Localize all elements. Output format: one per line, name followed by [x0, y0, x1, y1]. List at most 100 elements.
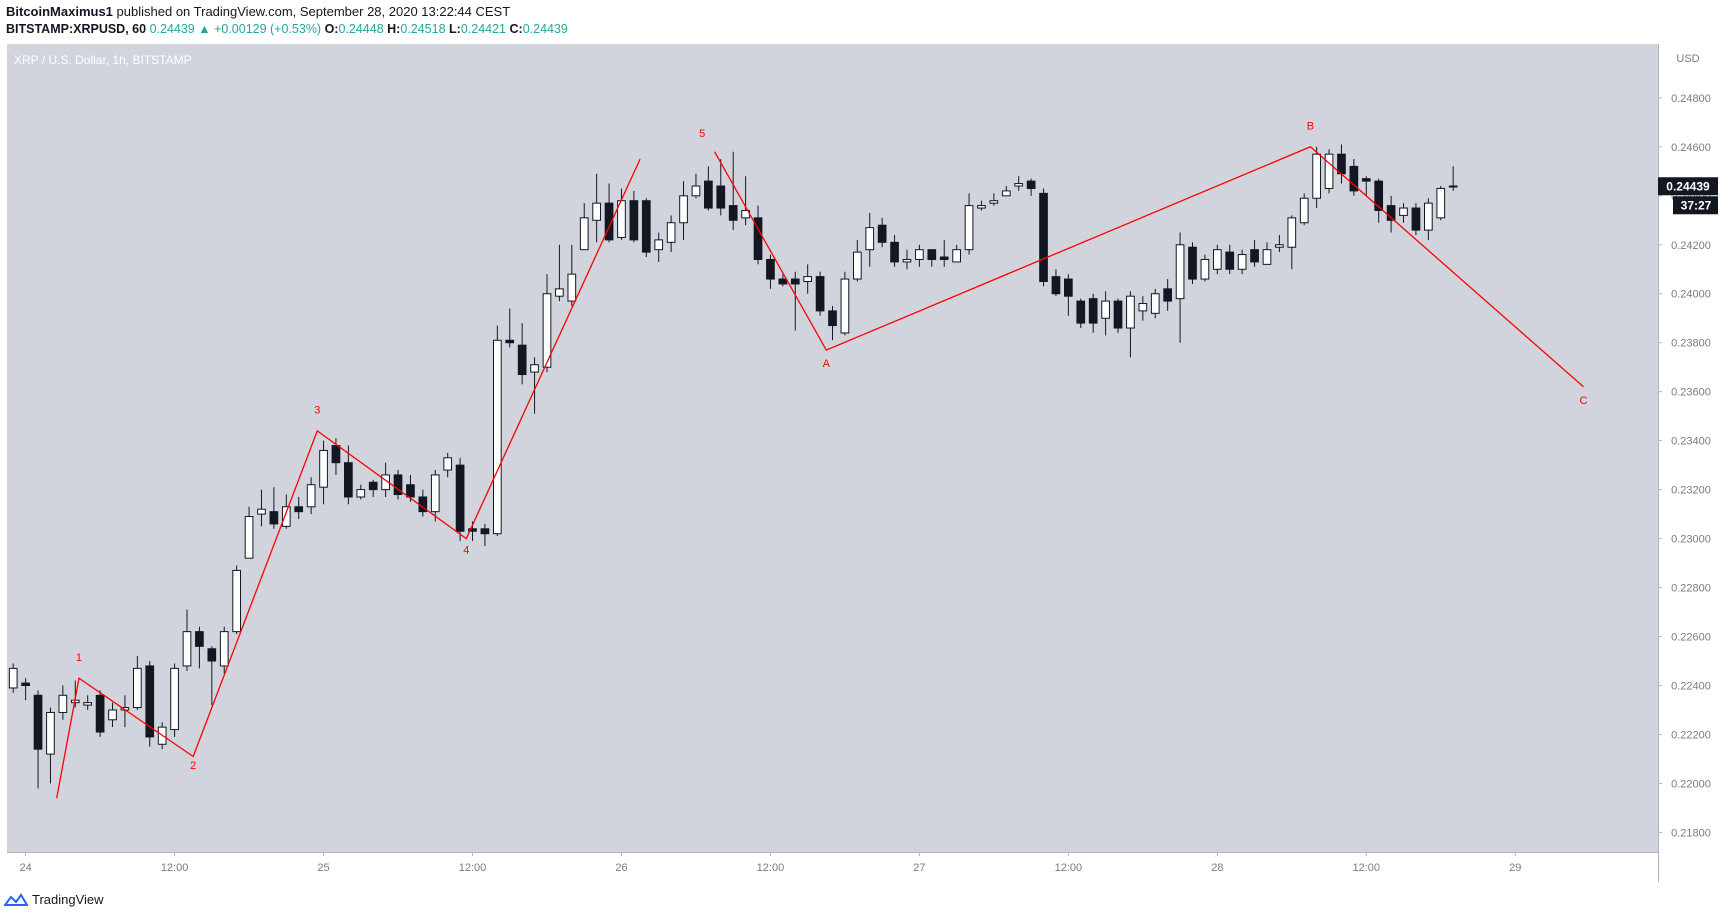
- candle-46[interactable]: [579, 203, 589, 251]
- candle-61[interactable]: [766, 254, 775, 289]
- plot-area[interactable]: [7, 44, 1658, 852]
- candle-106[interactable]: [1324, 149, 1334, 194]
- candle-66[interactable]: [828, 305, 837, 341]
- candle-75[interactable]: [939, 239, 949, 267]
- candle-90[interactable]: [1126, 291, 1135, 358]
- candle-116[interactable]: [1448, 166, 1458, 191]
- tradingview-logo[interactable]: TradingView: [4, 892, 104, 907]
- candle-19[interactable]: [244, 506, 254, 559]
- candle-92[interactable]: [1150, 288, 1160, 319]
- candle-27[interactable]: [344, 445, 353, 505]
- candle-110[interactable]: [1374, 178, 1384, 223]
- candle-31[interactable]: [393, 470, 403, 500]
- candle-99[interactable]: [1237, 249, 1247, 275]
- candle-78[interactable]: [977, 200, 986, 211]
- candle-102[interactable]: [1275, 234, 1284, 253]
- candle-58[interactable]: [728, 151, 738, 231]
- candle-53[interactable]: [666, 215, 676, 253]
- candle-38[interactable]: [480, 523, 490, 546]
- candle-39[interactable]: [492, 325, 502, 537]
- candle-45[interactable]: [567, 244, 577, 306]
- candle-43[interactable]: [542, 274, 552, 373]
- candle-71[interactable]: [890, 234, 899, 267]
- candle-111[interactable]: [1386, 195, 1396, 233]
- candle-23[interactable]: [294, 496, 304, 520]
- candle-11[interactable]: [145, 661, 155, 747]
- author-name[interactable]: BitcoinMaximus1: [6, 4, 113, 19]
- candle-113[interactable]: [1411, 203, 1421, 235]
- candle-42[interactable]: [530, 357, 539, 414]
- candle-47[interactable]: [592, 173, 601, 243]
- candle-100[interactable]: [1250, 239, 1259, 267]
- candle-15[interactable]: [195, 626, 204, 669]
- candle-0[interactable]: [8, 663, 18, 693]
- candle-72[interactable]: [902, 249, 912, 270]
- candle-10[interactable]: [132, 656, 142, 710]
- candle-112[interactable]: [1399, 203, 1408, 223]
- candle-35[interactable]: [443, 452, 453, 478]
- candle-73[interactable]: [915, 244, 924, 267]
- candle-32[interactable]: [406, 474, 415, 502]
- candle-50[interactable]: [629, 190, 639, 243]
- candle-83[interactable]: [1039, 188, 1048, 287]
- candle-60[interactable]: [753, 205, 763, 265]
- candle-52[interactable]: [654, 232, 664, 262]
- candle-24[interactable]: [306, 477, 316, 515]
- candle-108[interactable]: [1349, 159, 1359, 196]
- candle-96[interactable]: [1200, 254, 1210, 282]
- candle-86[interactable]: [1076, 298, 1086, 329]
- candle-115[interactable]: [1436, 186, 1446, 221]
- wave-line-0[interactable]: [56, 158, 641, 799]
- candle-14[interactable]: [182, 609, 192, 671]
- candle-84[interactable]: [1051, 269, 1061, 297]
- candle-104[interactable]: [1299, 193, 1309, 226]
- candle-36[interactable]: [455, 457, 465, 542]
- candle-105[interactable]: [1312, 146, 1321, 209]
- candle-18[interactable]: [232, 565, 241, 635]
- candle-1[interactable]: [21, 678, 30, 701]
- candle-48[interactable]: [604, 183, 614, 243]
- candle-79[interactable]: [989, 193, 999, 206]
- candle-67[interactable]: [840, 271, 850, 336]
- candle-57[interactable]: [716, 159, 726, 216]
- candle-64[interactable]: [803, 264, 813, 294]
- candle-21[interactable]: [269, 487, 279, 529]
- candle-69[interactable]: [865, 212, 875, 267]
- candle-68[interactable]: [852, 239, 862, 282]
- candle-62[interactable]: [778, 274, 788, 287]
- candle-44[interactable]: [555, 244, 564, 302]
- candle-54[interactable]: [679, 181, 688, 240]
- candle-65[interactable]: [815, 271, 825, 316]
- candle-88[interactable]: [1101, 291, 1110, 336]
- candle-29[interactable]: [368, 479, 378, 497]
- candle-51[interactable]: [641, 198, 651, 258]
- candle-70[interactable]: [877, 217, 887, 248]
- candle-8[interactable]: [108, 702, 117, 728]
- candle-81[interactable]: [1014, 176, 1024, 191]
- candle-93[interactable]: [1163, 279, 1173, 311]
- candle-13[interactable]: [170, 663, 179, 737]
- candle-28[interactable]: [356, 484, 366, 500]
- candle-91[interactable]: [1138, 296, 1148, 321]
- candle-56[interactable]: [704, 166, 713, 211]
- candle-63[interactable]: [790, 271, 800, 331]
- candle-74[interactable]: [927, 249, 937, 267]
- candle-80[interactable]: [1001, 186, 1011, 197]
- candle-16[interactable]: [207, 646, 217, 706]
- wave-line-1[interactable]: [714, 146, 1584, 388]
- candle-95[interactable]: [1188, 242, 1197, 284]
- candle-85[interactable]: [1064, 274, 1073, 316]
- candle-101[interactable]: [1262, 242, 1272, 265]
- candle-41[interactable]: [517, 323, 527, 385]
- candle-4[interactable]: [58, 685, 68, 720]
- candle-3[interactable]: [46, 707, 55, 784]
- candle-77[interactable]: [964, 193, 974, 255]
- candle-94[interactable]: [1175, 232, 1185, 343]
- candle-76[interactable]: [952, 244, 961, 263]
- candle-114[interactable]: [1424, 198, 1433, 240]
- candle-97[interactable]: [1212, 244, 1222, 275]
- candle-103[interactable]: [1287, 215, 1297, 270]
- candle-34[interactable]: [430, 470, 440, 522]
- candle-87[interactable]: [1088, 293, 1098, 333]
